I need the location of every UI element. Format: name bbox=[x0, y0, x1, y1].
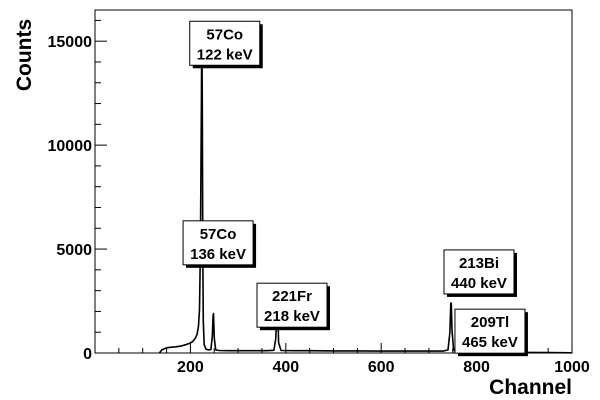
peak-energy: 218 keV bbox=[264, 308, 320, 325]
label-box bbox=[189, 20, 261, 66]
peak-label: 57Co 122 keV bbox=[189, 20, 263, 69]
y-tick-label: 5000 bbox=[56, 242, 92, 259]
y-tick-label: 15000 bbox=[48, 34, 93, 51]
x-tick-label: 600 bbox=[368, 359, 395, 376]
peak-isotope: 57Co bbox=[206, 26, 243, 43]
x-tick-labels: 200 400 600 800 1000 bbox=[177, 359, 590, 376]
peak-label: 213Bi 440 keV bbox=[443, 249, 517, 297]
x-tick-label: 800 bbox=[463, 359, 490, 376]
peak-label: 209Tl 465 keV bbox=[454, 308, 528, 357]
label-box bbox=[443, 249, 515, 295]
peak-energy: 136 keV bbox=[190, 246, 246, 263]
peak-isotope: 209Tl bbox=[471, 314, 509, 331]
peak-isotope: 213Bi bbox=[459, 255, 499, 272]
y-axis-label: Counts bbox=[13, 19, 36, 91]
label-box bbox=[182, 220, 254, 266]
x-tick-label: 1000 bbox=[554, 359, 590, 376]
x-tick-label: 200 bbox=[177, 359, 204, 376]
y-tick-labels: 0 5000 10000 15000 bbox=[48, 34, 93, 363]
peak-energy: 440 keV bbox=[451, 275, 507, 292]
label-box bbox=[256, 282, 328, 328]
label-box bbox=[454, 308, 526, 354]
x-tick-label: 400 bbox=[272, 359, 299, 376]
y-tick-label: 0 bbox=[83, 346, 92, 363]
y-tick-label: 10000 bbox=[48, 138, 93, 155]
peak-isotope: 221Fr bbox=[272, 288, 312, 305]
peak-label: 221Fr 218 keV bbox=[256, 282, 331, 331]
peak-isotope: 57Co bbox=[200, 226, 237, 243]
peak-annotations: 57Co 122 keV 57Co 136 keV 221Fr 218 keV 213Bi 4… bbox=[182, 20, 528, 357]
peak-label: 57Co 136 keV bbox=[182, 220, 257, 268]
peak-energy: 465 keV bbox=[462, 334, 518, 351]
x-axis-label: Channel bbox=[489, 376, 572, 399]
series-line bbox=[158, 25, 573, 354]
axis-ticks bbox=[94, 19, 573, 354]
peak-energy: 122 keV bbox=[197, 46, 253, 63]
plot-frame bbox=[94, 9, 573, 354]
